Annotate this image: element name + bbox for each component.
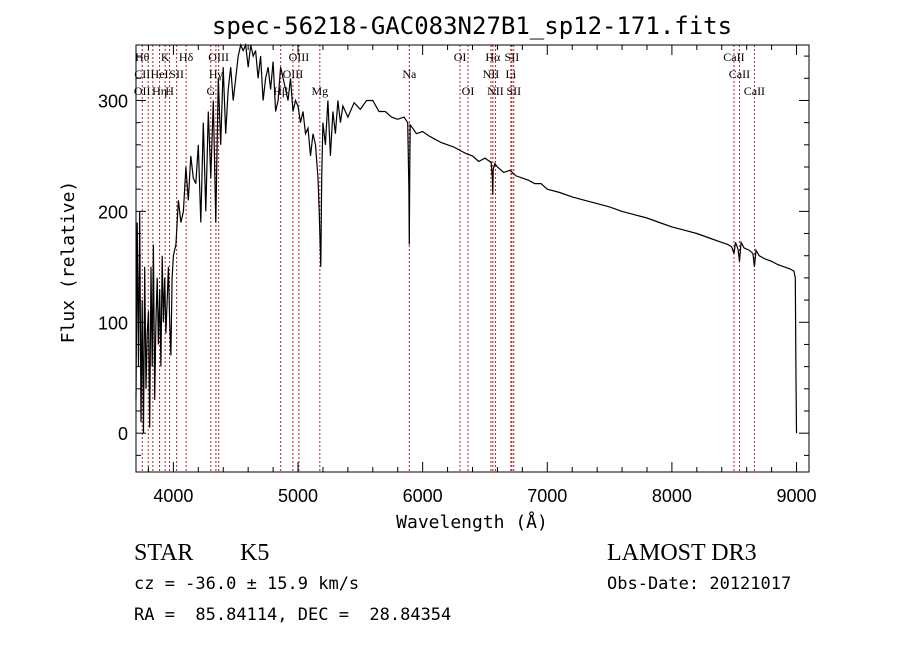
y-tick-label: 100: [98, 313, 128, 333]
x-tick-label: 8000: [652, 486, 692, 506]
line-label: SII: [505, 50, 520, 64]
line-label: OI: [462, 84, 475, 98]
line-label: Hη: [152, 84, 167, 98]
x-tick-label: 4000: [153, 486, 193, 506]
line-label: Li: [506, 67, 517, 81]
line-label: Hα: [485, 50, 501, 64]
line-label: OIII: [208, 50, 229, 64]
spectrum-line: [135, 42, 798, 434]
observation-date: Obs-Date: 20121017: [607, 574, 791, 594]
line-label: SII: [506, 84, 521, 98]
x-axis: 4000 5000 6000 7000 8000 9000: [147, 45, 817, 506]
x-tick-label: 7000: [527, 486, 567, 506]
redshift-cz: cz = -36.0 ± 15.9 km/s: [134, 574, 359, 594]
spectral-line-markers: [141, 45, 755, 472]
line-label: Hβ: [273, 84, 288, 98]
line-label: Hγ: [209, 67, 224, 81]
line-label: NII: [487, 84, 504, 98]
y-tick-label: 0: [118, 424, 128, 444]
chart-title: spec-56218-GAC083N27B1_sp12-171.fits: [212, 12, 732, 40]
x-tick-label: 9000: [777, 486, 817, 506]
line-label: SII: [169, 67, 184, 81]
line-label: OIII: [289, 50, 310, 64]
plot-frame: [135, 44, 810, 473]
y-axis: 0 100 200 300: [98, 55, 809, 456]
x-tick-label: 5000: [278, 486, 318, 506]
line-label: Na: [402, 67, 417, 81]
y-tick-label: 300: [98, 91, 128, 111]
line-label: Mg: [311, 84, 328, 98]
line-label: CaII: [744, 84, 765, 98]
line-label: Hδ: [179, 50, 194, 64]
line-label: HeI: [151, 67, 169, 81]
line-label: OIII: [283, 67, 304, 81]
line-label: OII: [134, 84, 151, 98]
line-label: CaII: [723, 50, 744, 64]
y-axis-label: Flux (relative): [58, 181, 79, 344]
line-label: H: [165, 84, 174, 98]
coordinates: RA = 85.84114, DEC = 28.84354: [134, 605, 451, 625]
object-subclass: K5: [240, 540, 269, 566]
survey-name: LAMOST DR3: [607, 540, 757, 566]
line-label: CII: [134, 67, 150, 81]
line-label: CaII: [729, 67, 750, 81]
line-label: K: [161, 50, 170, 64]
object-class: STAR: [134, 540, 193, 566]
line-label: Hθ: [135, 50, 150, 64]
line-label: NII: [483, 67, 500, 81]
line-label: OI: [454, 50, 467, 64]
line-label: G: [206, 84, 215, 98]
x-axis-label: Wavelength (Å): [396, 511, 548, 533]
x-tick-label: 6000: [403, 486, 443, 506]
y-tick-label: 200: [98, 202, 128, 222]
